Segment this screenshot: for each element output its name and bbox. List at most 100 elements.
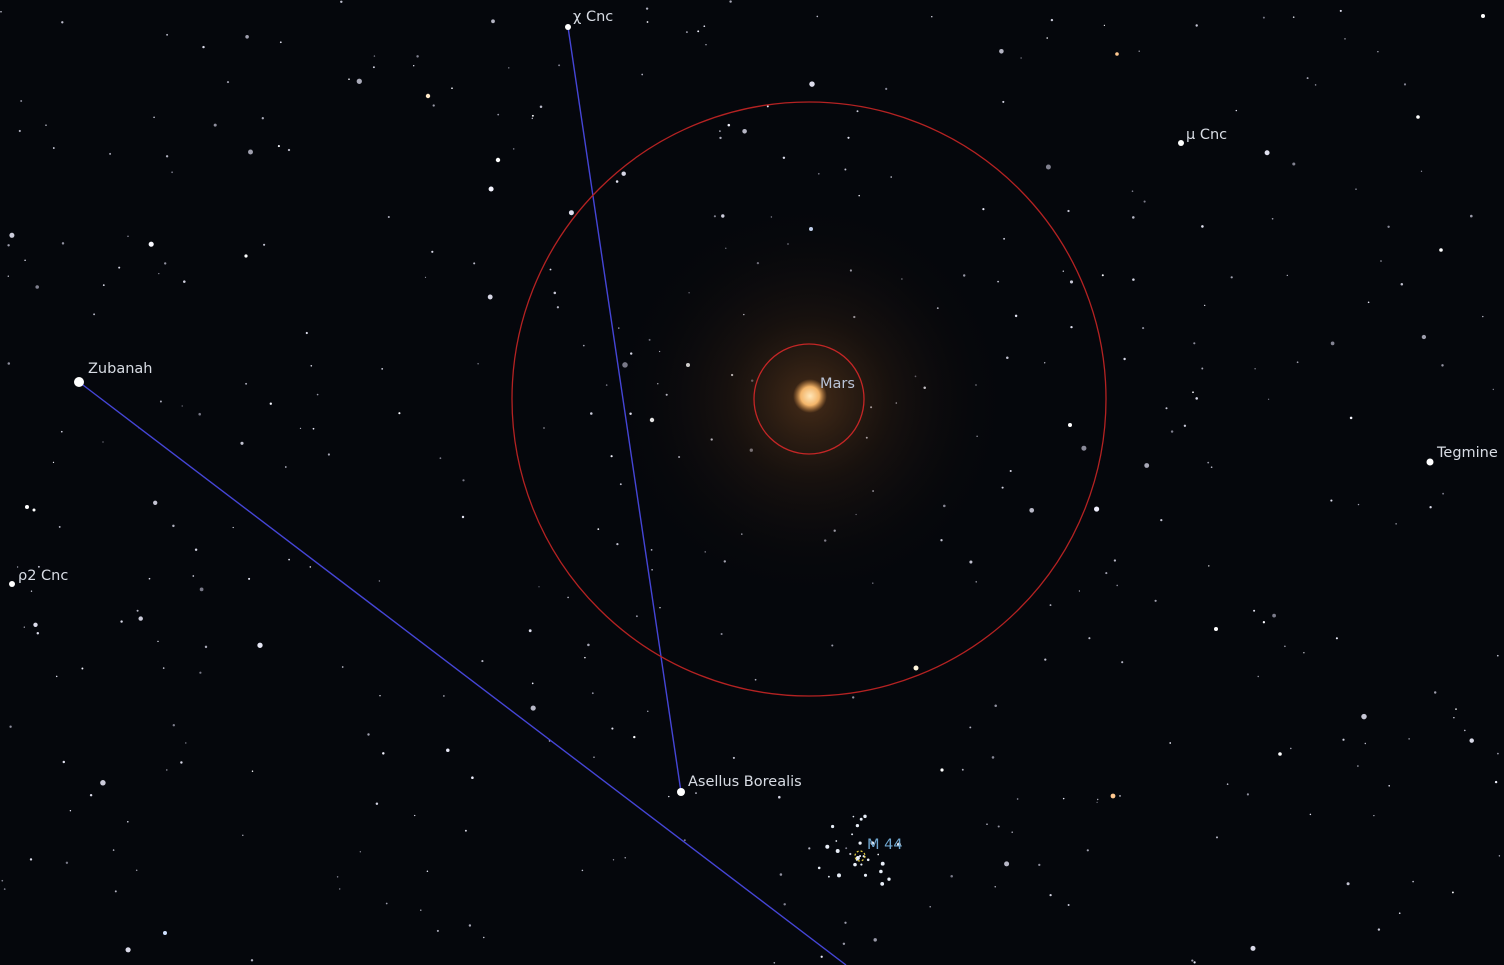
star	[244, 254, 248, 258]
star	[1482, 315, 1484, 318]
star	[1195, 24, 1198, 27]
star	[1408, 738, 1410, 740]
star	[250, 959, 254, 962]
star	[879, 869, 883, 874]
star	[1388, 785, 1390, 787]
mars[interactable]	[793, 379, 827, 413]
star	[880, 882, 885, 886]
star	[1230, 276, 1233, 279]
star	[1214, 627, 1218, 631]
star	[615, 180, 619, 183]
star	[729, 0, 732, 3]
star-label: Asellus Borealis	[688, 774, 802, 790]
star	[1455, 708, 1457, 710]
star	[1271, 217, 1274, 220]
star	[138, 616, 143, 621]
star	[336, 876, 339, 878]
star	[986, 823, 988, 826]
star	[816, 15, 819, 18]
star	[61, 21, 64, 24]
star	[327, 453, 330, 456]
star	[288, 558, 290, 561]
star	[508, 67, 510, 69]
star	[997, 280, 1000, 283]
star[interactable]	[677, 788, 685, 796]
star	[261, 117, 264, 120]
star	[859, 855, 861, 857]
star	[567, 596, 569, 599]
star	[1403, 83, 1407, 86]
star	[471, 776, 474, 779]
star	[647, 710, 649, 712]
star	[887, 877, 891, 881]
star[interactable]	[1178, 140, 1184, 146]
star	[1278, 752, 1282, 756]
star	[287, 148, 291, 152]
star	[1016, 798, 1019, 800]
star	[443, 695, 445, 697]
star	[852, 815, 855, 818]
star	[783, 903, 786, 906]
star	[1400, 282, 1404, 286]
star	[1441, 364, 1444, 367]
star	[18, 129, 21, 133]
cluster-symbol[interactable]	[854, 850, 866, 862]
star	[855, 823, 860, 828]
star	[305, 331, 308, 335]
star	[929, 905, 931, 908]
star[interactable]	[9, 581, 15, 587]
star	[310, 364, 313, 367]
star	[991, 756, 995, 759]
star	[1463, 729, 1466, 732]
star	[1119, 795, 1121, 797]
star	[1453, 717, 1455, 719]
star	[109, 152, 112, 155]
star	[387, 215, 390, 219]
star	[1192, 391, 1194, 394]
star	[531, 682, 534, 685]
star	[1451, 891, 1454, 894]
star	[192, 575, 195, 577]
fov-circle-inner	[753, 343, 865, 455]
star	[1096, 798, 1099, 801]
star	[1292, 16, 1295, 18]
star	[1081, 445, 1087, 451]
constellation-line	[567, 26, 682, 793]
star	[24, 259, 26, 261]
star	[1101, 274, 1104, 277]
star	[20, 100, 23, 102]
star	[847, 136, 850, 139]
star	[1439, 248, 1443, 252]
star	[166, 33, 169, 36]
star	[870, 841, 875, 845]
star	[1349, 416, 1353, 420]
star	[1143, 200, 1146, 203]
constellation-lines	[78, 26, 847, 965]
star[interactable]	[74, 377, 84, 387]
star	[553, 291, 557, 295]
star	[1170, 430, 1174, 433]
star	[118, 266, 121, 269]
star[interactable]	[1426, 458, 1434, 466]
star	[1335, 637, 1338, 640]
star	[25, 505, 29, 509]
star	[1215, 836, 1219, 839]
star	[1002, 100, 1005, 103]
star	[416, 55, 419, 58]
star	[1062, 797, 1065, 800]
star[interactable]	[565, 24, 571, 30]
star	[1088, 637, 1091, 640]
star	[284, 466, 287, 468]
star	[159, 400, 162, 403]
star	[373, 55, 376, 57]
star	[202, 45, 205, 49]
nebula-label: M 44	[867, 837, 903, 853]
star	[1160, 518, 1163, 522]
star	[263, 243, 266, 246]
star	[713, 215, 716, 218]
star	[461, 515, 465, 519]
star	[481, 660, 484, 663]
star	[439, 457, 442, 460]
star	[853, 862, 857, 867]
star	[136, 609, 139, 612]
